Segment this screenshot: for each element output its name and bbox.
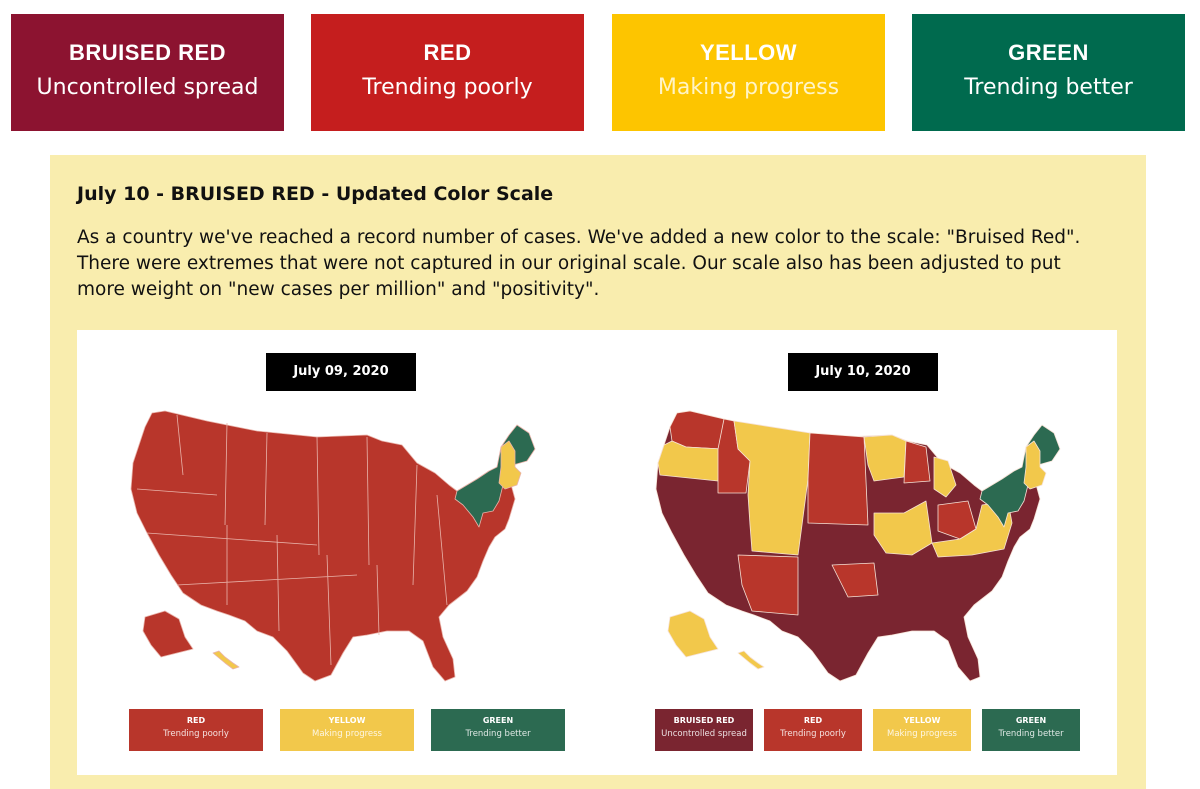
legend-right-bruised-red: BRUISED RED Uncontrolled spread [655, 709, 753, 751]
legend-title: BRUISED RED [673, 716, 735, 725]
date-label-right: July 10, 2020 [788, 353, 938, 391]
scale-card-title: RED [423, 40, 472, 65]
legend-right-green: GREEN Trending better [982, 709, 1080, 751]
update-title: July 10 - BRUISED RED - Updated Color Sc… [77, 183, 554, 205]
map-region-wisconsin [903, 440, 931, 484]
map-region-michigan [933, 456, 957, 498]
scale-card-red: RED Trending poorly [311, 14, 584, 131]
scale-card-bruised-red: BRUISED RED Uncontrolled spread [11, 14, 284, 131]
date-label-left: July 09, 2020 [266, 353, 416, 391]
map-region-midwest-yellow [873, 500, 933, 556]
scale-card-subtitle: Making progress [657, 75, 840, 100]
map-region-new-england-yellow [498, 440, 522, 490]
scale-card-title: BRUISED RED [68, 40, 227, 65]
legend-title: YELLOW [328, 716, 366, 725]
legend-title: GREEN [482, 716, 514, 725]
map-region-alaska [142, 610, 194, 658]
legend-right-red: RED Trending poorly [764, 709, 862, 751]
map-region-plains-red [807, 432, 869, 526]
map-region-oregon [657, 440, 723, 482]
us-map-july-10 [655, 410, 1061, 682]
legend-left-green: GREEN Trending better [431, 709, 565, 751]
map-region-new-england-yellow [1023, 440, 1047, 490]
scale-card-title: YELLOW [699, 40, 798, 65]
scale-card-subtitle: Trending poorly [362, 75, 533, 100]
map-comparison: July 09, 2020 RED Trending poorly YELLOW… [77, 330, 1117, 775]
scale-card-subtitle: Trending better [964, 75, 1133, 100]
legend-subtitle: Trending poorly [163, 729, 229, 739]
scale-card-yellow: YELLOW Making progress [612, 14, 885, 131]
legend-subtitle: Trending better [998, 729, 1064, 739]
map-state-borders [136, 414, 448, 666]
legend-title: GREEN [1015, 716, 1047, 725]
legend-subtitle: Trending better [465, 729, 531, 739]
legend-title: RED [186, 716, 206, 725]
scale-card-green: GREEN Trending better [912, 14, 1185, 131]
legend-left-yellow: YELLOW Making progress [280, 709, 414, 751]
legend-right-yellow: YELLOW Making progress [873, 709, 971, 751]
us-map-july-09 [130, 410, 536, 682]
scale-card-subtitle: Uncontrolled spread [36, 75, 259, 100]
map-region-hawaii [212, 650, 240, 670]
map-region-hawaii [737, 650, 765, 670]
map-region-alaska [667, 610, 719, 658]
legend-title: RED [803, 716, 823, 725]
map-region-southwest-red [737, 554, 799, 616]
update-body: As a country we've reached a record numb… [77, 227, 1081, 300]
legend-title: YELLOW [903, 716, 941, 725]
map-region-oklahoma [831, 562, 879, 598]
legend-left-red: RED Trending poorly [129, 709, 263, 751]
legend-subtitle: Trending poorly [780, 729, 846, 739]
legend-subtitle: Uncontrolled spread [661, 729, 747, 739]
scale-card-title: GREEN [1008, 40, 1089, 65]
legend-subtitle: Making progress [311, 729, 382, 739]
legend-subtitle: Making progress [886, 729, 957, 739]
map-region-contiguous-us [130, 410, 516, 682]
